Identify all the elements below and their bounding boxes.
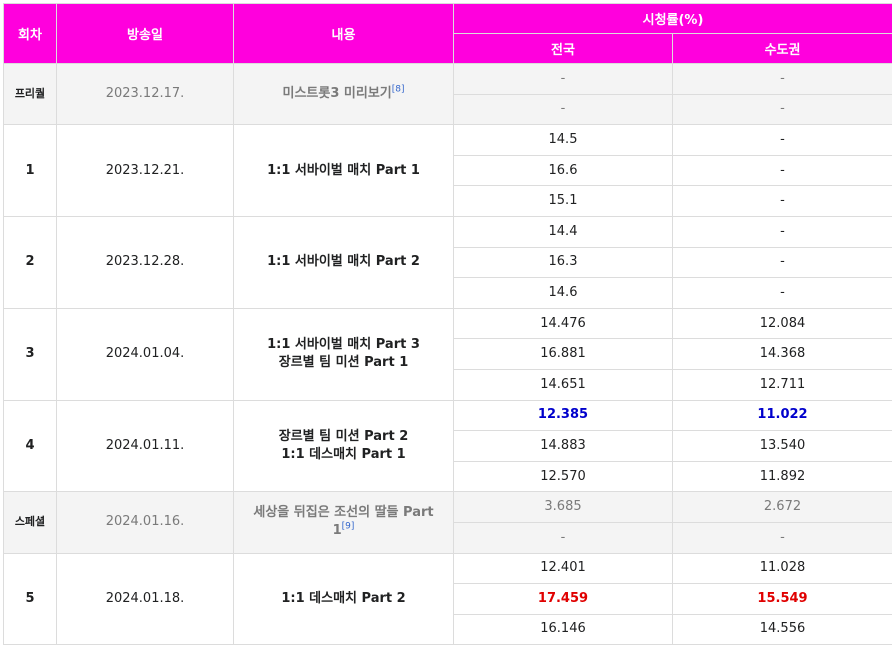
content-cell: 장르별 팀 미션 Part 2 1:1 데스매치 Part 1	[233, 399, 454, 493]
table-row: 프리퀄 2023.12.17. 미스트롯3 미리보기[8] - -	[3, 62, 892, 126]
content-line: 장르별 팀 미션 Part 1	[278, 355, 409, 371]
table-row: 16.881 14.368	[4, 338, 892, 370]
metro-cell: 2.672	[671, 491, 892, 523]
nationwide-highest-cell: 17.459	[453, 583, 673, 615]
metro-cell: 12.084	[671, 307, 892, 340]
metro-cell: -	[671, 93, 892, 126]
nationwide-cell: 14.651	[453, 368, 673, 401]
nationwide-cell: -	[453, 521, 673, 554]
metro-cell: -	[671, 124, 892, 156]
nationwide-cell: -	[453, 93, 673, 126]
nationwide-cell: 15.1	[453, 185, 673, 217]
airdate-cell: 2024.01.04.	[56, 307, 234, 401]
content-text: 미스트롯3 미리보기	[282, 86, 392, 102]
content-cell: 1:1 서바이벌 매치 Part 3 장르별 팀 미션 Part 1	[233, 307, 454, 401]
airdate-cell: 2023.12.17.	[56, 62, 234, 126]
table-row: 1 2023.12.21. 1:1 서바이벌 매치 Part 1 14.5 -	[3, 124, 892, 217]
metro-cell: -	[671, 215, 892, 248]
metro-cell: -	[671, 277, 892, 309]
content-line: 세상을 뒤집은 조선의 딸들 Part	[253, 505, 434, 521]
metro-cell: -	[671, 185, 892, 217]
metro-cell: -	[671, 521, 892, 554]
table-row: 스페셜 2024.01.16. 세상을 뒤집은 조선의 딸들 Part 1[9] …	[3, 491, 892, 554]
content-line: 1:1 서바이벌 매치 Part 3	[267, 337, 420, 353]
table-row: 3 2024.01.04. 1:1 서바이벌 매치 Part 3 장르별 팀 미션…	[3, 307, 892, 401]
episode-cell: 3	[3, 307, 57, 401]
content-header: 내용	[233, 3, 454, 64]
nationwide-cell: 3.685	[453, 491, 673, 523]
airdate-cell: 2024.01.11.	[56, 399, 234, 493]
nationwide-cell: 16.3	[453, 246, 673, 279]
table-row: 15.1 -	[4, 185, 892, 217]
nationwide-cell: 14.4	[453, 215, 673, 248]
nationwide-cell: 14.6	[453, 277, 673, 309]
table-row: 14.6 -	[4, 277, 892, 309]
content-line: 1	[332, 523, 342, 539]
metro-header: 수도권	[671, 33, 892, 64]
nationwide-cell: 14.5	[453, 124, 673, 156]
episode-cell: 5	[3, 552, 57, 646]
nationwide-cell: 14.883	[453, 430, 673, 462]
episode-cell: 스페셜	[3, 491, 57, 554]
nationwide-cell: 14.476	[453, 307, 673, 340]
metro-cell: 11.028	[671, 552, 892, 585]
reference-link[interactable]: [9]	[341, 522, 355, 533]
metro-cell: -	[671, 246, 892, 279]
table-row: 16.146 14.556	[4, 613, 892, 646]
nationwide-lowest-cell: 12.385	[453, 399, 673, 432]
nationwide-cell: 16.146	[453, 613, 673, 646]
airdate-cell: 2024.01.16.	[56, 491, 234, 554]
airdate-cell: 2023.12.28.	[56, 215, 234, 309]
content-line: 장르별 팀 미션 Part 2	[278, 428, 409, 444]
content-cell: 1:1 서바이벌 매치 Part 2	[233, 215, 454, 309]
content-cell: 1:1 서바이벌 매치 Part 1	[233, 124, 454, 217]
nationwide-cell: 16.6	[453, 154, 673, 187]
table-row: 2 2023.12.28. 1:1 서바이벌 매치 Part 2 14.4 -	[3, 215, 892, 309]
nationwide-cell: 12.401	[453, 552, 673, 585]
metro-cell: -	[671, 154, 892, 187]
table-row: - -	[4, 521, 892, 554]
nationwide-header: 전국	[453, 33, 673, 64]
content-cell: 세상을 뒤집은 조선의 딸들 Part 1[9]	[233, 491, 454, 554]
episode-cell: 4	[3, 399, 57, 493]
table-row: 16.6 -	[4, 154, 892, 187]
ratings-header: 시청률(%)	[452, 3, 892, 34]
metro-cell: 13.540	[671, 430, 892, 462]
metro-cell: 12.711	[671, 368, 892, 401]
episode-cell: 1	[3, 124, 57, 217]
metro-lowest-cell: 11.022	[671, 399, 892, 432]
episode-cell: 프리퀄	[3, 62, 57, 126]
metro-cell: 14.368	[671, 338, 892, 370]
table-row: - -	[4, 93, 892, 126]
nationwide-cell: -	[453, 63, 673, 95]
nationwide-cell: 16.881	[453, 338, 673, 370]
metro-cell: -	[671, 63, 892, 95]
table-row: 16.3 -	[4, 246, 892, 279]
content-line: 1:1 데스매치 Part 1	[281, 446, 406, 462]
nationwide-cell: 12.570	[453, 460, 673, 493]
episode-header: 회차	[3, 3, 57, 64]
episode-cell: 2	[3, 215, 57, 309]
reference-link[interactable]: [8]	[391, 84, 405, 95]
airdate-cell: 2023.12.21.	[56, 124, 234, 217]
airdate-cell: 2024.01.18.	[56, 552, 234, 646]
metro-cell: 14.556	[671, 613, 892, 646]
table-row: 5 2024.01.18. 1:1 데스매치 Part 2 12.401 11.…	[3, 552, 892, 646]
table-row: 17.459 15.549	[4, 583, 892, 615]
table-row: 14.883 13.540	[4, 430, 892, 462]
airdate-header: 방송일	[56, 3, 234, 64]
metro-cell: 11.892	[671, 460, 892, 493]
ratings-table: 회차 방송일 내용 시청률(%) 전국 수도권 프리퀄 2023.12.17. …	[3, 3, 892, 646]
metro-highest-cell: 15.549	[671, 583, 892, 615]
table-row: 4 2024.01.11. 장르별 팀 미션 Part 2 1:1 데스매치 Pa…	[3, 399, 892, 493]
content-cell: 1:1 데스매치 Part 2	[233, 552, 454, 646]
content-cell: 미스트롯3 미리보기[8]	[233, 62, 454, 126]
